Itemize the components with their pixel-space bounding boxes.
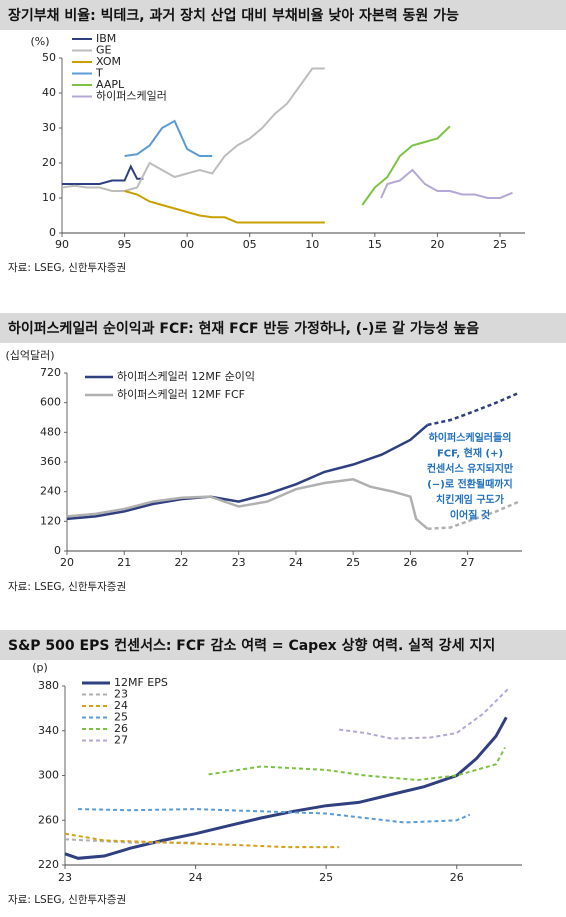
legend-label: GE	[96, 44, 112, 57]
x-tick-label: 25	[493, 238, 507, 251]
x-tick-label: 05	[243, 238, 257, 251]
legend-label: 하이퍼스케일러	[96, 89, 167, 103]
y-tick-label: 120	[40, 514, 61, 527]
series-line	[64, 832, 340, 849]
legend-label: 하이퍼스케일러 12MF 순이익	[117, 369, 255, 383]
annotation: 컨센서스 유지되지만	[427, 462, 514, 475]
x-tick-label: 26	[450, 871, 464, 884]
title-bar	[0, 630, 566, 660]
y-axis-label: (십억달러)	[5, 349, 54, 362]
x-tick-label: 24	[289, 556, 303, 569]
title-bar	[0, 313, 566, 343]
y-tick-label: 360	[40, 455, 61, 468]
y-tick-label: 220	[38, 858, 59, 871]
y-tick-label: 600	[40, 396, 61, 409]
annotation: FCF, 현재 (+)	[437, 447, 503, 460]
source: 자료: LSEG, 신한투자증권	[8, 262, 126, 274]
y-axis-label: (p)	[32, 661, 48, 674]
series-line	[64, 716, 508, 860]
y-axis-label: (%)	[30, 35, 49, 48]
legend-label: 24	[114, 699, 128, 712]
x-tick-label: 15	[368, 238, 382, 251]
series-line	[208, 747, 506, 782]
x-tick-label: 20	[60, 556, 74, 569]
annotation: 치킨게임 구도가	[436, 493, 505, 506]
x-tick-label: 22	[174, 556, 188, 569]
legend-label: IBM	[96, 32, 116, 45]
legend-label: 26	[114, 722, 128, 735]
legend-label: XOM	[96, 55, 121, 68]
series-line	[61, 67, 325, 192]
y-tick-label: 480	[40, 425, 61, 438]
series-line	[78, 808, 471, 824]
y-tick-label: 380	[38, 679, 59, 692]
x-tick-label: 20	[430, 238, 444, 251]
y-tick-label: 40	[42, 86, 56, 99]
annotation: (−)로 전환될때까지	[427, 478, 512, 491]
chart-title: 하이퍼스케일러 순이익과 FCF: 현재 FCF 반등 가정하나, (-)로 갈…	[8, 320, 479, 337]
series-line	[66, 478, 429, 530]
x-tick-label: 90	[55, 238, 69, 251]
source: 자료: LSEG, 신한투자증권	[8, 894, 126, 906]
y-tick-label: 720	[40, 366, 61, 379]
x-tick-label: 25	[346, 556, 360, 569]
y-tick-label: 10	[42, 191, 56, 204]
x-tick-label: 24	[189, 871, 203, 884]
y-tick-label: 0	[54, 544, 61, 557]
legend-label: 12MF EPS	[114, 676, 168, 689]
source: 자료: LSEG, 신한투자증권	[8, 581, 126, 593]
series-line	[124, 190, 325, 224]
series-line	[427, 391, 520, 427]
chart-title: S&P 500 EPS 컨센서스: FCF 감소 여력 = Capex 상향 여…	[8, 637, 495, 654]
y-tick-label: 20	[42, 156, 56, 169]
y-tick-label: 260	[38, 813, 59, 826]
legend-label: 하이퍼스케일러 12MF FCF	[117, 387, 245, 401]
x-tick-label: 95	[118, 238, 132, 251]
x-tick-label: 23	[232, 556, 246, 569]
y-tick-label: 340	[38, 724, 59, 737]
x-tick-label: 00	[180, 238, 194, 251]
legend-label: 27	[114, 734, 128, 747]
x-tick-label: 27	[461, 556, 475, 569]
y-tick-label: 0	[49, 226, 56, 239]
x-tick-label: 23	[58, 871, 72, 884]
legend-label: T	[95, 67, 103, 80]
series-line	[124, 119, 213, 157]
x-tick-label: 26	[403, 556, 417, 569]
y-tick-label: 30	[42, 121, 56, 134]
series-line	[380, 168, 513, 199]
legend-label: 23	[114, 688, 128, 701]
title-bar	[0, 0, 566, 30]
y-tick-label: 240	[40, 485, 61, 498]
chart-title: 장기부채 비율: 빅테크, 과거 장치 산업 대비 부채비율 낮아 자본력 동원…	[8, 7, 459, 24]
series-line	[339, 687, 510, 740]
x-tick-label: 21	[117, 556, 131, 569]
y-tick-label: 50	[42, 51, 56, 64]
x-tick-label: 10	[305, 238, 319, 251]
legend-label: 25	[114, 711, 128, 724]
series-line	[64, 838, 196, 844]
x-tick-label: 25	[319, 871, 333, 884]
series-line	[361, 125, 451, 206]
legend-label: AAPL	[96, 78, 125, 91]
annotation: 이어질 것	[450, 509, 490, 522]
series-line	[66, 423, 429, 521]
annotation: 하이퍼스케일러들의	[429, 431, 512, 444]
y-tick-label: 300	[38, 769, 59, 782]
series-line	[62, 164, 144, 185]
series-line	[427, 500, 520, 531]
